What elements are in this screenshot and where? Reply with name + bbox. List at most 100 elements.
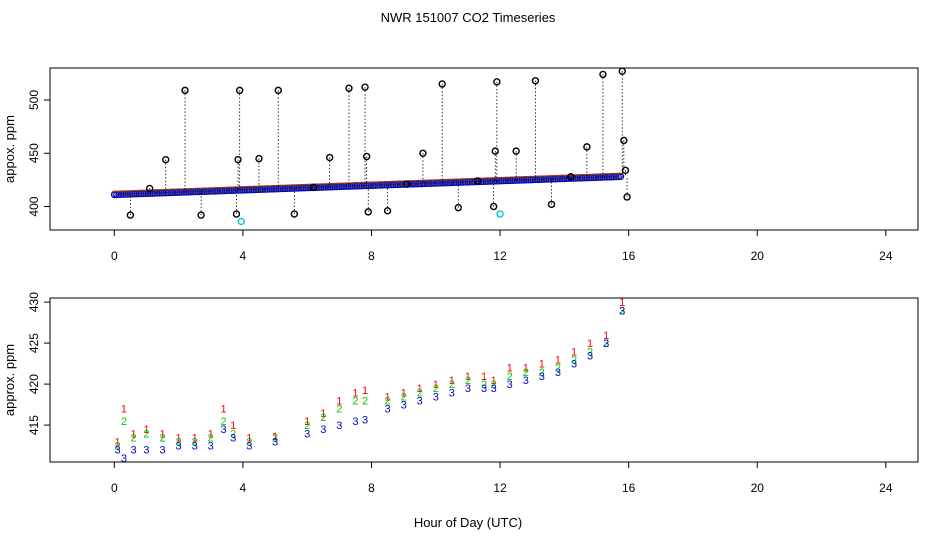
series1-marker: 1 [121, 404, 127, 416]
x-axis-label: Hour of Day (UTC) [414, 515, 522, 530]
series1-marker: 1 [555, 355, 561, 367]
bottom-y-tick-label: 420 [27, 374, 41, 394]
outlier-point [234, 155, 242, 164]
series2-marker: 2 [507, 371, 513, 383]
series3-marker: 3 [433, 391, 439, 403]
series3-marker: 3 [221, 424, 227, 436]
series3-marker: 3 [362, 414, 368, 426]
series2-marker: 2 [304, 420, 310, 432]
series2-marker: 2 [449, 379, 455, 391]
series2-marker: 2 [555, 363, 561, 375]
bottom-x-tick-label: 16 [622, 481, 636, 495]
outlier-point [361, 83, 369, 91]
series3-marker: 3 [176, 441, 182, 453]
top-x-tick-label: 16 [622, 249, 636, 263]
top-x-tick-label: 12 [493, 249, 507, 263]
outlier-point [255, 154, 263, 163]
series3-marker: 3 [320, 424, 326, 436]
series3-marker: 3 [401, 400, 407, 412]
bottom-x-tick-label: 24 [879, 481, 893, 495]
series3-marker: 3 [481, 383, 487, 395]
outlier-point [364, 208, 372, 216]
series2-marker: 2 [433, 383, 439, 395]
outlier-point [623, 193, 631, 201]
series3-marker: 3 [336, 420, 342, 432]
series1-marker: 1 [587, 338, 593, 350]
series1-marker: 1 [143, 424, 149, 436]
outlier-point [145, 184, 154, 193]
top-axes: 0 4 8 12 16 20 24 400 450 500 [27, 90, 893, 263]
top-plot-frame [49, 67, 919, 231]
series2-marker: 2 [384, 396, 390, 408]
series2-marker: 2 [192, 437, 198, 449]
top-y-tick-label: 450 [27, 143, 41, 163]
series3-marker: 3 [304, 428, 310, 440]
series1-marker: 1 [272, 431, 278, 443]
series3-marker: 3 [539, 371, 545, 383]
series3-marker: 3 [449, 387, 455, 399]
outlier-point [181, 86, 189, 95]
outlier-point [274, 86, 282, 95]
chart-title: NWR 151007 CO2 Timeseries [381, 10, 556, 25]
outlier-point [583, 143, 591, 151]
series1-marker: 1 [481, 371, 487, 383]
series2-marker: 2 [131, 432, 137, 444]
top-panel: appox. ppm 0 4 8 12 16 20 24 400 450 500 [2, 67, 919, 263]
outlier-point [618, 67, 626, 75]
series2-marker: 2 [272, 432, 278, 444]
series3-marker: 3 [246, 441, 252, 453]
top-x-tick-label: 4 [240, 249, 247, 263]
series3-marker: 3 [352, 416, 358, 428]
series1-marker: 1 [246, 432, 252, 444]
bottom-plot-frame [49, 297, 919, 463]
series3-marker: 3 [507, 379, 513, 391]
series2-marker: 2 [571, 355, 577, 367]
bottom-x-tick-label: 20 [751, 481, 765, 495]
series2-marker: 2 [320, 412, 326, 424]
series1-marker: 1 [523, 363, 529, 375]
series1-marker: 1 [230, 420, 236, 432]
top-x-tick-label: 24 [879, 249, 893, 263]
baseline-point [617, 173, 624, 181]
series1-marker: 1 [362, 385, 368, 397]
series2-marker: 2 [539, 367, 545, 379]
outlier-point [325, 153, 334, 162]
series3-marker: 3 [159, 445, 165, 457]
series2-marker: 2 [619, 305, 625, 317]
series2-marker: 2 [208, 432, 214, 444]
series3-marker: 3 [143, 445, 149, 457]
outlier-point [419, 149, 427, 157]
series2-marker: 2 [362, 396, 368, 408]
series1-marker: 1 [221, 404, 227, 416]
series3-marker: 3 [131, 445, 137, 457]
series1-marker: 1 [571, 346, 577, 358]
outlier-point [454, 203, 462, 212]
outlier-point [403, 180, 411, 188]
series2-marker: 2 [587, 346, 593, 358]
highlight-point [496, 210, 504, 218]
series1-marker: 1 [603, 330, 609, 342]
series3-marker: 3 [619, 305, 625, 317]
series3-marker: 3 [523, 375, 529, 387]
outlier-point [232, 210, 241, 218]
outlier-point [599, 70, 607, 79]
series2-marker: 2 [336, 404, 342, 416]
outlier-point [621, 166, 630, 175]
series1-marker: 1 [465, 371, 471, 383]
series3-marker: 3 [571, 359, 577, 371]
series2-marker: 2 [176, 437, 182, 449]
series1-marker: 1 [433, 379, 439, 391]
outlier-point [473, 177, 482, 185]
outlier-point [438, 80, 446, 88]
series3-marker: 3 [384, 404, 390, 416]
series2-marker: 2 [246, 437, 252, 449]
series2-marker: 2 [465, 375, 471, 387]
outlier-point [531, 77, 540, 85]
series1-marker: 1 [304, 416, 310, 428]
series1-marker: 1 [619, 297, 625, 309]
series1-marker: 1 [417, 383, 423, 395]
outlier-point [235, 86, 244, 95]
series1-marker: 1 [192, 432, 198, 444]
top-y-tick-label: 500 [27, 90, 41, 110]
top-x-tick-label: 20 [751, 249, 765, 263]
